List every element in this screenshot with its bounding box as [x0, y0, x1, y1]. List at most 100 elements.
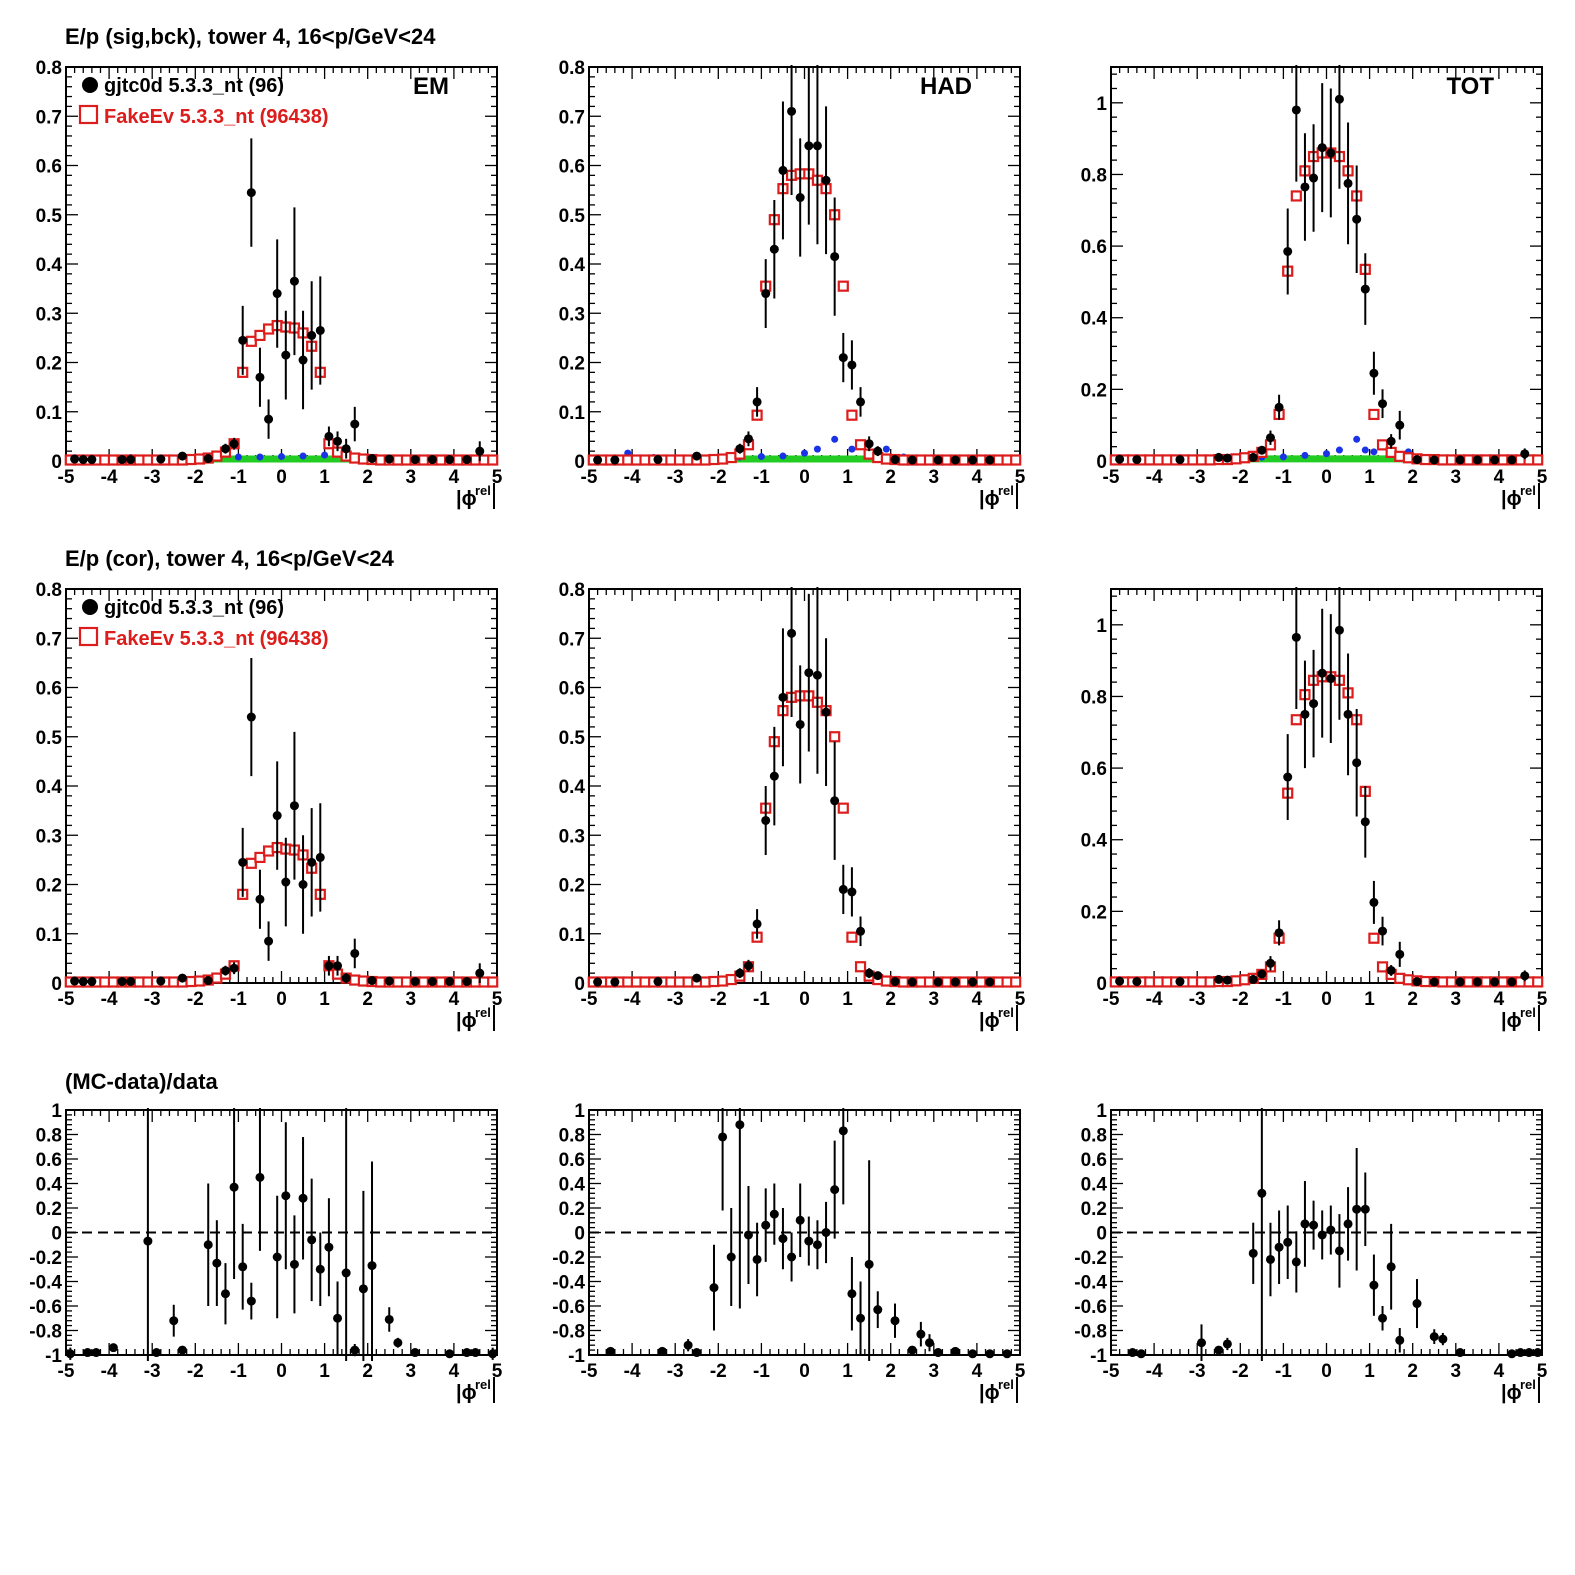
y-tick-label: 0.3 — [36, 304, 62, 325]
data-marker — [1317, 1230, 1327, 1240]
y-tick-label: -0.6 — [1074, 1297, 1107, 1318]
x-tick-label: 5 — [1015, 989, 1026, 1010]
data-marker — [864, 1259, 874, 1269]
row-title-ratio: (MC-data)/data — [65, 1069, 219, 1094]
panel-tag-tot: TOT — [1446, 73, 1494, 100]
x-tick-label: 3 — [406, 467, 417, 488]
legend-data-label: gjtc0d 5.3.3_nt (96) — [104, 597, 284, 619]
data-marker — [1300, 1219, 1310, 1229]
x-tick-label: 1 — [319, 1361, 330, 1382]
data-marker — [427, 455, 437, 465]
x-tick-label: 5 — [492, 989, 503, 1010]
data-marker — [692, 451, 702, 461]
data-marker — [916, 1329, 926, 1339]
markers-cor-HAD — [587, 587, 1022, 988]
data-marker — [683, 1340, 693, 1350]
data-marker — [933, 977, 943, 987]
x-tick-label: 2 — [362, 1361, 373, 1382]
data-marker — [78, 977, 88, 987]
data-marker — [1265, 433, 1275, 443]
data-marker — [169, 1316, 179, 1326]
data-marker — [1283, 246, 1293, 256]
data-marker — [272, 811, 282, 821]
x-tick-label: -2 — [1232, 1361, 1249, 1382]
x-tick-label: 5 — [492, 467, 503, 488]
data-marker — [1386, 965, 1396, 975]
data-marker — [830, 796, 840, 806]
y-tick-label: 0.6 — [36, 157, 62, 178]
background-data-marker — [234, 453, 242, 461]
data-marker — [333, 961, 343, 971]
data-marker — [761, 1220, 771, 1230]
data-marker — [1317, 143, 1327, 153]
data-marker — [1222, 975, 1232, 985]
background-data-marker — [757, 453, 765, 461]
x-tick-label: -5 — [58, 1361, 75, 1382]
y-tick-label: -0.8 — [29, 1322, 62, 1343]
data-marker — [91, 1348, 101, 1358]
x-tick-label: -2 — [710, 989, 727, 1010]
panel-ratio-HAD: -5 -4 -3 -2 -1 0 1 2 3 4 5 -1 -0.8 -0.6 -0.4 -0.2 0 0.2 0.… — [552, 1101, 1025, 1404]
data-marker — [1507, 977, 1517, 987]
data-marker — [1395, 949, 1405, 959]
x-tick-label: 2 — [885, 467, 896, 488]
x-tick-label: 2 — [1407, 467, 1418, 488]
data-marker — [324, 431, 334, 441]
data-marker — [1343, 1219, 1353, 1229]
background-data-marker — [1323, 450, 1330, 458]
data-marker — [968, 1349, 978, 1359]
data-marker — [933, 455, 943, 465]
legend-data-label: gjtc0d 5.3.3_nt (96) — [104, 75, 284, 97]
data-marker — [83, 1348, 93, 1358]
data-marker — [87, 455, 97, 465]
data-marker — [752, 919, 762, 929]
y-tick-label: 0.4 — [1081, 831, 1108, 852]
data-marker — [1533, 1348, 1543, 1358]
x-tick-label: -4 — [1146, 467, 1163, 488]
markers-sig-HAD — [587, 65, 1022, 466]
x-tick-label: 4 — [972, 1361, 983, 1382]
data-marker — [1369, 1280, 1379, 1290]
y-tick-label: 0.8 — [1081, 687, 1107, 708]
x-tick-label: -4 — [101, 467, 118, 488]
y-tick-label: -0.4 — [552, 1273, 585, 1294]
markers-ratio-HAD — [606, 1108, 1012, 1361]
y-tick-label: 0.4 — [1081, 309, 1108, 330]
data-marker — [108, 1343, 118, 1353]
background-data-marker — [1353, 435, 1361, 443]
data-marker — [1128, 1348, 1138, 1358]
data-marker — [462, 1348, 472, 1358]
y-tick-label: 0 — [1096, 452, 1107, 473]
data-marker — [281, 1191, 291, 1201]
data-marker — [1309, 699, 1319, 709]
data-marker — [246, 188, 256, 198]
data-marker — [462, 455, 472, 465]
mc-marker — [846, 409, 858, 421]
data-marker — [1472, 977, 1482, 987]
x-tick-label: 1 — [842, 989, 853, 1010]
x-tick-label: 5 — [1015, 467, 1026, 488]
y-tick-label: -1 — [45, 1346, 62, 1367]
data-marker — [1412, 455, 1422, 465]
y-tick-label: 0.6 — [559, 1150, 585, 1171]
data-marker — [1429, 977, 1439, 987]
data-marker — [307, 330, 317, 340]
mc-marker — [1532, 454, 1544, 466]
data-marker — [341, 973, 351, 983]
data-marker — [281, 350, 291, 360]
data-marker — [307, 1235, 317, 1245]
x-tick-label: -1 — [753, 467, 770, 488]
data-marker — [709, 1283, 719, 1293]
x-tick-label: 0 — [799, 1361, 810, 1382]
y-tick-label: 0 — [51, 974, 62, 995]
y-tick-label: 0.2 — [1081, 902, 1107, 923]
data-marker — [1248, 1248, 1258, 1258]
x-tick-label: -5 — [58, 989, 75, 1010]
mc-marker — [829, 731, 841, 743]
data-marker — [864, 439, 874, 449]
legend-mc-marker — [78, 104, 99, 125]
y-tick-label: 0.4 — [36, 255, 63, 276]
y-tick-label: 0.4 — [559, 777, 586, 798]
y-tick-label: 0.8 — [36, 1126, 62, 1147]
data-marker — [1386, 436, 1396, 446]
